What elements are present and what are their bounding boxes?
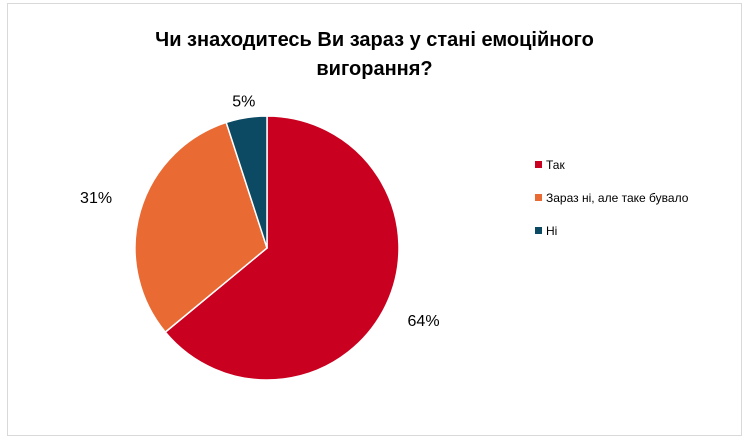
legend: Так Зараз ні, але таке бувало Ні — [535, 157, 688, 256]
legend-label-zaraz-ni: Зараз ні, але таке бувало — [546, 191, 689, 205]
chart-title: Чи знаходитесь Ви зараз у стані емоційно… — [8, 26, 741, 84]
legend-label-tak: Так — [546, 158, 565, 172]
legend-item-ni: Ні — [535, 223, 688, 239]
data-label-zaraz-ni: 31% — [80, 190, 112, 207]
data-label-tak: 64% — [408, 313, 440, 330]
legend-label-ni: Ні — [546, 224, 558, 238]
legend-swatch-zaraz-ni — [535, 194, 542, 202]
legend-swatch-tak — [535, 161, 542, 169]
pie-chart: 64% 31% 5% — [80, 93, 440, 381]
legend-swatch-ni — [535, 227, 542, 235]
legend-item-zaraz-ni: Зараз ні, але таке бувало — [535, 190, 688, 206]
data-label-ni: 5% — [232, 93, 255, 110]
chart-title-line-2: вигорання? — [316, 58, 433, 80]
legend-item-tak: Так — [535, 157, 688, 173]
chart-title-line-1: Чи знаходитесь Ви зараз у стані емоційно… — [155, 29, 594, 51]
pie-slice-tak — [164, 115, 400, 381]
chart-area: Чи знаходитесь Ви зараз у стані емоційно… — [7, 3, 742, 436]
pie-slice-zaraz-ni — [134, 121, 268, 334]
pie-slice-ni — [225, 115, 268, 249]
